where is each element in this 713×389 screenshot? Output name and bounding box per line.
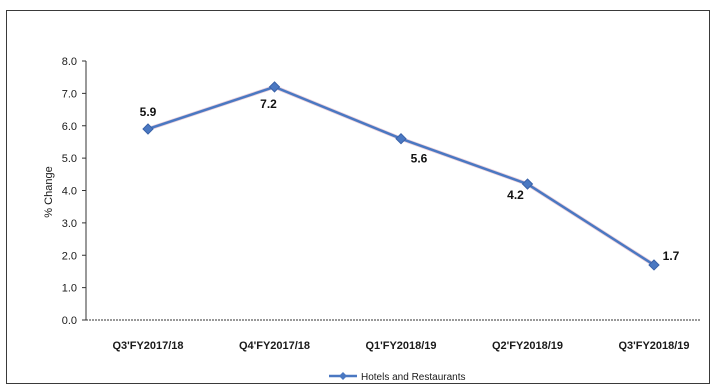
x-tick-label: Q3'FY2018/19 (618, 340, 689, 352)
x-tick-label: Q3'FY2017/18 (112, 340, 183, 352)
data-point-marker (142, 123, 154, 135)
y-tick-label: 7.0 (62, 88, 77, 100)
y-tick-label: 0.0 (62, 315, 77, 327)
series-line-shadow (147, 84, 656, 267)
data-point-marker (648, 259, 660, 271)
legend-label: Hotels and Restaurants (361, 372, 466, 383)
data-point-marker (521, 178, 534, 190)
y-tick-label: 6.0 (62, 121, 77, 133)
data-point-marker (395, 132, 407, 145)
y-tick-label: 1.0 (62, 283, 77, 295)
legend-marker (339, 372, 347, 380)
x-tick-label: Q2'FY2018/19 (492, 340, 563, 352)
series-line (147, 85, 655, 267)
y-tick-label: 3.0 (62, 218, 77, 230)
y-tick-label: 2.0 (62, 250, 77, 262)
data-point-marker (268, 81, 281, 93)
y-tick-label: 8.0 (62, 56, 77, 68)
y-tick-label: 4.0 (62, 186, 77, 198)
x-tick-label: Q1'FY2018/19 (365, 340, 436, 352)
y-tick-label: 5.0 (62, 153, 77, 165)
data-label: 5.6 (411, 152, 428, 166)
data-label: 7.2 (260, 97, 277, 111)
chart-frame (6, 10, 710, 384)
data-label: 1.7 (663, 249, 680, 263)
x-tick-label: Q4'FY2017/18 (239, 340, 310, 352)
data-label: 4.2 (507, 188, 524, 202)
y-axis-label: % Change (43, 166, 55, 217)
data-label: 5.9 (140, 105, 157, 119)
